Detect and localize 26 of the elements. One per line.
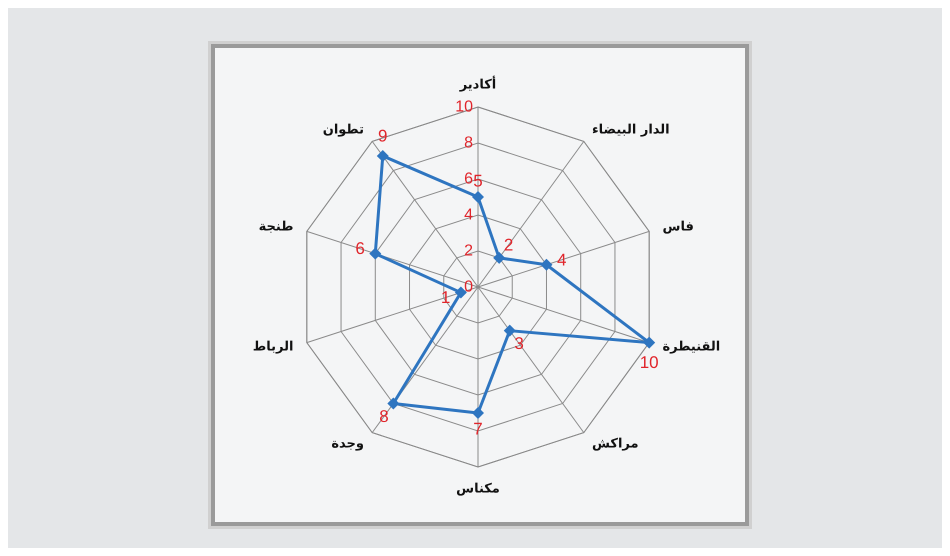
data-label: 10 xyxy=(640,353,659,372)
y-tick-label: 2 xyxy=(464,242,474,260)
y-tick-label: 0 xyxy=(464,278,474,296)
spoke-label: طنجة xyxy=(258,220,294,235)
spoke-label: مراكش xyxy=(592,436,639,452)
data-label: 9 xyxy=(378,126,388,146)
spoke-label: الرباط xyxy=(252,339,294,354)
spoke-label: وجدة xyxy=(331,436,364,452)
spoke-label: فاس xyxy=(662,220,694,235)
spoke-label: مكناس xyxy=(456,482,500,496)
data-label: 3 xyxy=(514,334,524,354)
data-label: 5 xyxy=(473,172,483,190)
y-tick-label: 4 xyxy=(464,206,474,224)
data-label: 4 xyxy=(556,250,566,270)
data-label: 1 xyxy=(440,288,450,308)
spoke-label: القنيطرة xyxy=(662,339,720,354)
y-tick-label: 8 xyxy=(464,134,474,152)
data-label: 7 xyxy=(473,420,483,438)
data-label: 6 xyxy=(355,239,365,258)
spoke-label: تطوان xyxy=(322,122,364,138)
data-label: 2 xyxy=(504,235,514,254)
spoke-label: الدار البيضاء xyxy=(592,122,670,138)
data-label: 8 xyxy=(379,406,389,426)
y-tick-label: 6 xyxy=(464,170,474,188)
spoke-label: أكادير xyxy=(458,76,496,92)
y-tick-label: 10 xyxy=(455,98,474,116)
